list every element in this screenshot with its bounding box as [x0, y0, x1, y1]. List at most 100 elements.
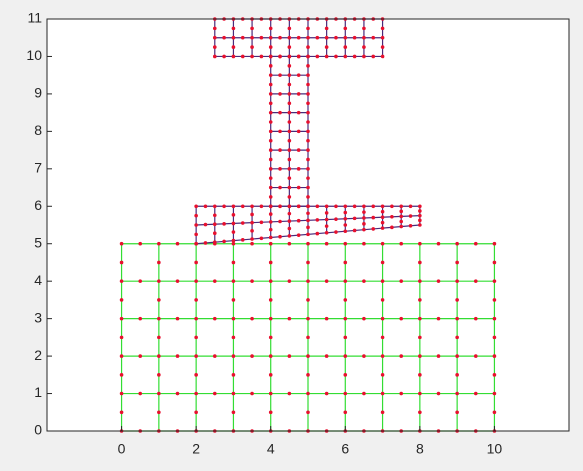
mesh-node — [212, 316, 217, 321]
mesh-node — [492, 241, 497, 246]
mesh-node — [362, 204, 366, 209]
mesh-node — [306, 73, 310, 77]
mesh-node — [455, 298, 459, 302]
mesh-node — [380, 54, 385, 59]
mesh-node — [287, 82, 292, 87]
mesh-node — [119, 279, 124, 283]
mesh-node — [278, 92, 282, 96]
mesh-node — [268, 204, 273, 209]
mesh-node — [287, 120, 292, 124]
mesh-node — [287, 204, 292, 209]
mesh-node — [231, 335, 236, 340]
mesh-node — [334, 35, 338, 40]
mesh-node — [362, 354, 366, 358]
mesh-node — [250, 220, 254, 225]
mesh-node — [250, 229, 254, 233]
mesh-node — [287, 110, 292, 115]
mesh-node — [175, 279, 180, 283]
mesh-node — [259, 35, 264, 40]
mesh-node — [157, 354, 161, 358]
mesh-node — [306, 148, 310, 152]
mesh-node — [296, 110, 301, 115]
mesh-node — [343, 229, 348, 234]
mesh-node — [390, 215, 394, 219]
mesh-node — [231, 260, 236, 265]
mesh-node — [296, 167, 301, 171]
mesh-node — [418, 298, 422, 302]
mesh-node — [287, 148, 292, 152]
mesh-node — [240, 54, 245, 59]
mesh-node — [380, 45, 385, 49]
mesh-node — [278, 35, 282, 40]
mesh-node — [473, 354, 478, 358]
mesh-node — [380, 260, 385, 265]
mesh-node — [352, 204, 357, 209]
mesh-node — [203, 222, 208, 227]
mesh-node — [268, 391, 273, 396]
y-tick-label: 11 — [27, 10, 42, 26]
mesh-node — [362, 279, 366, 283]
mesh-node — [343, 35, 348, 40]
mesh-node — [306, 45, 310, 49]
mesh-node — [306, 92, 310, 96]
mesh-node — [324, 45, 329, 49]
mesh-node — [334, 54, 338, 59]
mesh-node — [306, 120, 310, 124]
mesh-node — [222, 239, 226, 244]
mesh-node — [212, 45, 217, 49]
mesh-node — [371, 204, 376, 209]
mesh-node — [315, 35, 320, 40]
x-tick-label: 4 — [267, 441, 275, 457]
mesh-node — [296, 35, 301, 40]
mesh-node — [306, 211, 310, 216]
x-tick-label: 0 — [118, 441, 126, 457]
mesh-node — [268, 35, 273, 40]
mesh-node — [278, 234, 282, 239]
y-tick-label: 6 — [34, 197, 42, 213]
mesh-node — [268, 298, 273, 302]
mesh-node — [296, 54, 301, 59]
mesh-node — [287, 234, 292, 238]
mesh-node — [399, 316, 404, 321]
mesh-node — [296, 148, 301, 152]
mesh-node — [259, 204, 264, 209]
mesh-node — [203, 204, 208, 209]
mesh-node — [250, 279, 254, 283]
y-tick-label: 5 — [34, 234, 42, 250]
mesh-node — [390, 225, 394, 230]
mesh-node — [175, 354, 180, 358]
mesh-node — [268, 92, 273, 96]
mesh-node — [287, 54, 292, 59]
mesh-node — [492, 391, 497, 396]
mesh-node — [324, 35, 329, 40]
mesh-node — [250, 391, 254, 396]
mesh-node — [380, 335, 385, 340]
mesh-node — [352, 35, 357, 40]
mesh-node — [380, 298, 385, 302]
mesh-node — [231, 316, 236, 321]
mesh-node — [138, 316, 143, 321]
mesh-node — [380, 373, 385, 377]
mesh-node — [352, 54, 357, 59]
y-tick-label: 2 — [34, 347, 42, 363]
mesh-node — [268, 410, 273, 415]
mesh-node — [268, 279, 273, 283]
mesh-node — [399, 241, 404, 246]
mesh-node — [231, 35, 236, 40]
mesh-node — [287, 167, 292, 171]
mesh-node — [418, 241, 422, 246]
mesh-node — [380, 209, 385, 214]
mesh-node — [268, 235, 273, 240]
x-tick-label: 10 — [487, 441, 503, 457]
mesh-node — [278, 54, 282, 59]
mesh-node — [268, 167, 273, 171]
mesh-node — [231, 54, 236, 59]
mesh-node — [157, 298, 161, 302]
mesh-node — [296, 73, 301, 77]
mesh-node — [268, 120, 273, 124]
mesh-node — [473, 241, 478, 246]
mesh-node — [231, 221, 236, 226]
mesh-node — [492, 335, 497, 340]
mesh-node — [259, 220, 264, 225]
mesh-node — [343, 298, 348, 302]
